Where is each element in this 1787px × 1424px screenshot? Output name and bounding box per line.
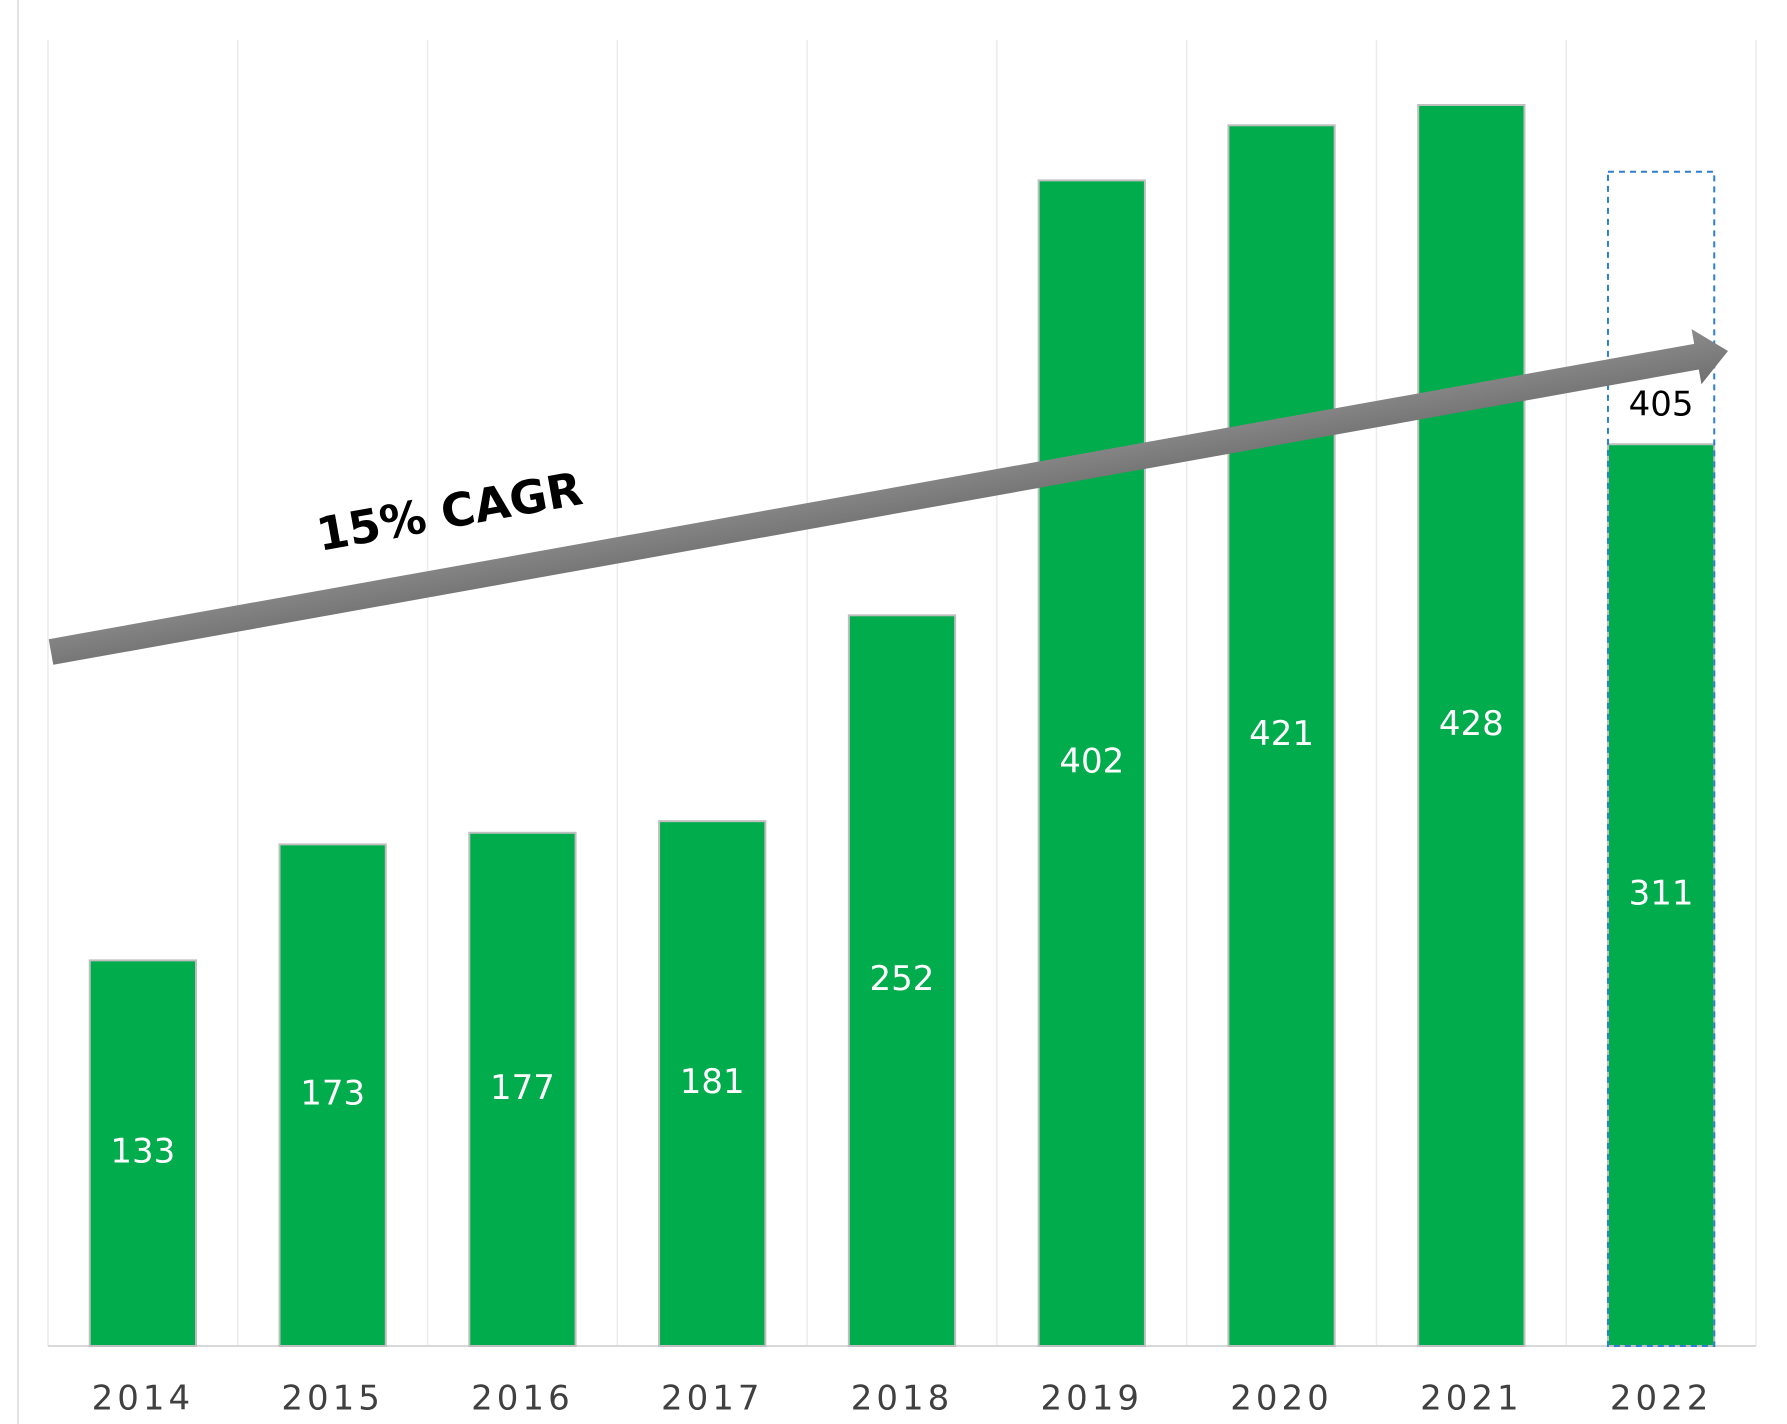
x-tick-label: 2014 [92,1379,195,1419]
projected-label: 405 [1629,385,1694,425]
projected-bar [1606,170,1716,1348]
bar [1037,179,1146,1348]
value-label: 181 [680,1062,745,1102]
bar [1227,124,1336,1347]
bar [1417,104,1526,1347]
bar [468,831,577,1347]
value-label: 428 [1439,704,1504,744]
value-label: 252 [870,959,935,999]
x-tick-label: 2020 [1230,1379,1333,1419]
bar [847,614,957,1347]
value-label: 311 [1629,874,1694,914]
x-tick-label: 2018 [851,1379,954,1419]
bar [278,843,387,1348]
x-tick-label: 2017 [661,1379,764,1419]
bar [658,820,767,1347]
x-tick-label: 2019 [1041,1379,1144,1419]
value-label: 133 [110,1132,175,1172]
bar [1606,443,1716,1348]
x-tick-label: 2016 [471,1379,574,1419]
value-label: 421 [1249,714,1314,754]
trend-arrow [48,329,1729,665]
value-label: 177 [490,1068,555,1108]
x-tick-label: 2022 [1610,1379,1713,1419]
value-label: 402 [1059,742,1124,782]
bar [88,959,198,1347]
x-tick-label: 2015 [281,1379,384,1419]
x-tick-label: 2021 [1420,1379,1523,1419]
arrow-shape [48,329,1729,665]
annotation-group: 15% CAGR [312,461,586,562]
value-label: 173 [300,1074,365,1114]
annotation: 15% CAGR [312,461,586,562]
